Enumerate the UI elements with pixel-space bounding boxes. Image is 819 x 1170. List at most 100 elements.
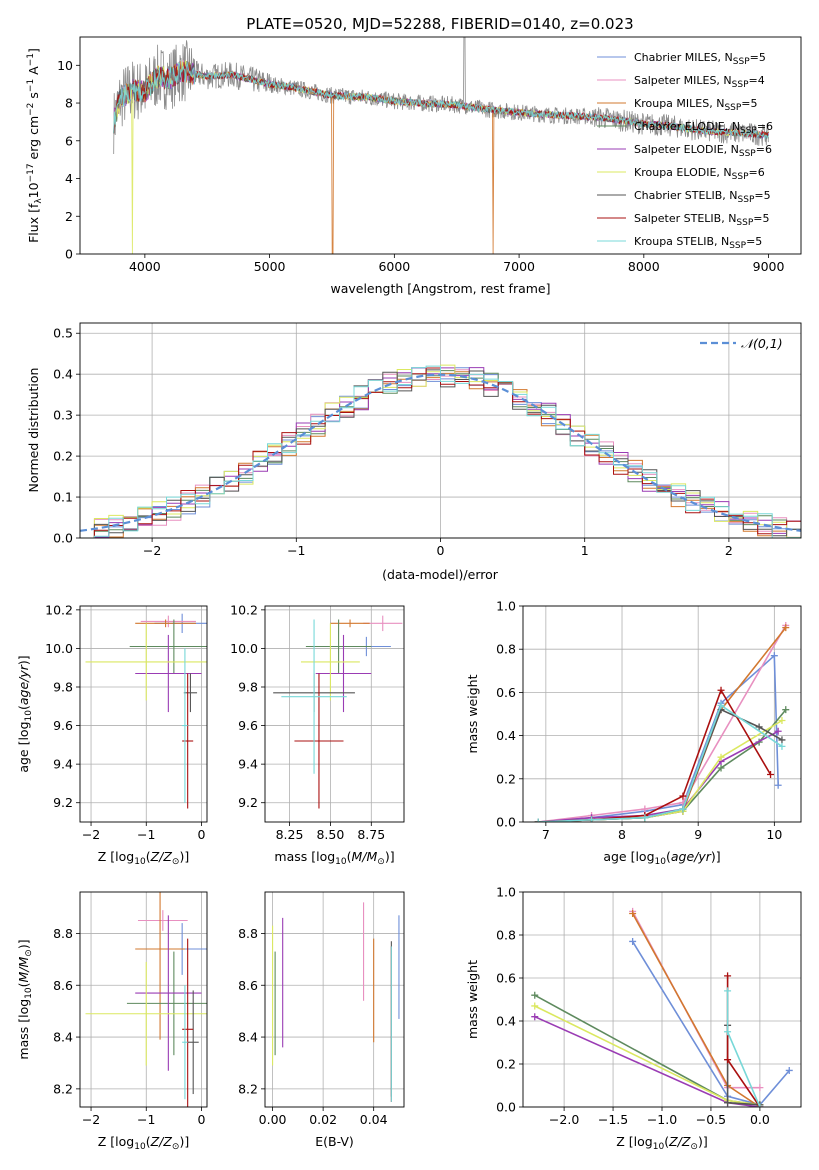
legend-label: Kroupa MILES, NSSP=5 <box>634 97 758 113</box>
plus-marker <box>767 770 775 778</box>
label-part: Z/Z <box>150 849 173 864</box>
error-bar-point <box>330 619 370 628</box>
axes-frame <box>522 891 802 1108</box>
label-part: A <box>26 66 41 79</box>
mass-weight-line <box>726 1025 760 1106</box>
x-tick-label: 4000 <box>129 259 161 274</box>
error-bar-point <box>305 619 372 674</box>
y-tick-label: 8.4 <box>238 1030 258 1045</box>
y-tick-label: 6 <box>65 133 73 148</box>
error-bar-point <box>187 990 199 1095</box>
mass-weight-line <box>538 688 772 822</box>
y-tick-label: 0.6 <box>496 685 516 700</box>
x-tick-label: 9 <box>694 827 702 842</box>
plus-marker <box>717 686 725 694</box>
x-tick-label: −1.0 <box>647 1112 677 1127</box>
label-part: SSP <box>739 149 756 159</box>
label-part: )] <box>385 849 395 864</box>
x-tick-label: 0.02 <box>309 1112 337 1127</box>
axes-frame <box>79 36 802 255</box>
x-tick-label: 1 <box>581 543 589 558</box>
y-tick-label: 0.3 <box>53 408 73 423</box>
grid <box>523 891 801 1108</box>
plus-marker <box>724 1099 732 1107</box>
label-part: )] <box>16 655 31 665</box>
y-axis-label: mass weight <box>465 960 480 1039</box>
label-part: λ <box>34 198 44 204</box>
y-tick-label: 8.2 <box>238 1081 258 1096</box>
label-part: Chabrier MILES, N <box>634 51 733 64</box>
plus-marker <box>774 727 782 735</box>
legend-label: Salpeter ELODIE, NSSP=6 <box>634 143 772 159</box>
x-tick-label: 0.04 <box>360 1112 388 1127</box>
label-part: =4 <box>749 74 765 87</box>
legend-label: Salpeter STELIB, NSSP=5 <box>634 212 770 228</box>
plus-marker <box>724 972 732 980</box>
label-part: M/M <box>16 956 31 982</box>
label-part: −1 <box>26 53 36 66</box>
label-part: Salpeter ELODIE, N <box>634 143 739 156</box>
y-axis-label: mass [log10(M/M⊙)] <box>16 939 34 1059</box>
x-tick-label: 0.0 <box>750 1112 770 1127</box>
label-part: s <box>26 92 41 103</box>
error-bar-point <box>140 615 196 628</box>
label-part: =5 <box>754 189 770 202</box>
error-bar-point <box>135 915 202 1071</box>
y-tick-label: 0.0 <box>496 815 516 830</box>
plus-marker <box>782 624 790 632</box>
plus-marker <box>724 1056 732 1064</box>
x-axis-label: age [log10(age/yr)] <box>603 849 720 867</box>
plus-marker <box>778 716 786 724</box>
y-tick-label: 9.6 <box>53 718 73 733</box>
label-part: ( <box>16 705 31 710</box>
y-tick-label: 0.5 <box>53 326 73 341</box>
plus-marker <box>588 816 596 822</box>
y-tick-label: 0 <box>65 247 73 262</box>
normal-reference-curve <box>80 373 801 532</box>
y-tick-label: 0.6 <box>496 971 516 986</box>
label-part: 10 <box>655 857 667 867</box>
x-tick-label: 6000 <box>378 259 410 274</box>
plus-marker <box>641 814 649 822</box>
x-tick-label: −2 <box>82 1112 100 1127</box>
error-bar-point <box>137 910 188 931</box>
plus-marker <box>717 753 725 761</box>
figure-title: PLATE=0520, MJD=52288, FIBERID=0140, z=0… <box>246 15 633 33</box>
error-bar-point <box>182 985 188 1100</box>
x-tick-label: 7000 <box>503 259 535 274</box>
label-part: 10 <box>335 857 347 867</box>
error-bar-point <box>281 619 347 774</box>
plus-marker <box>782 706 790 714</box>
legend-label: Salpeter MILES, NSSP=4 <box>634 74 765 90</box>
label-part: SSP <box>736 218 753 228</box>
label-part: ( <box>664 1134 669 1149</box>
plus-marker <box>778 736 786 744</box>
x-axis-label: Z [log10(Z/Z⊙)] <box>616 1134 707 1152</box>
label-part: ] <box>26 48 41 53</box>
error-bar-point <box>129 619 207 674</box>
plus-marker <box>679 792 687 800</box>
plus-marker <box>756 1084 764 1092</box>
x-tick-label: 8 <box>618 827 626 842</box>
label-part: SSP <box>738 195 755 205</box>
y-tick-label: 0.8 <box>496 642 516 657</box>
y-tick-label: 8 <box>65 96 73 111</box>
label-part: =5 <box>750 51 766 64</box>
x-axis-label: Z [log10(Z/Z⊙)] <box>98 849 189 867</box>
label-part: =6 <box>756 143 772 156</box>
error-bar-point <box>85 623 207 701</box>
panel-6: −2 −1 08.28.48.68.8Z [log10(Z/Z⊙)]mass [lo… <box>16 891 208 1152</box>
label-part: )] <box>16 939 31 949</box>
label-part: mass [log <box>274 849 335 864</box>
error-bar-point <box>182 673 194 809</box>
x-tick-label: 0.00 <box>259 1112 287 1127</box>
label-part: )] <box>711 849 721 864</box>
y-tick-label: 8.4 <box>53 1030 73 1045</box>
y-tick-label: 10.2 <box>45 602 73 617</box>
panel-3: −2 −1 09.29.49.69.810.010.2Z [log10(Z/Z⊙)]… <box>16 602 208 867</box>
plus-marker <box>717 764 725 772</box>
plus-marker <box>778 742 786 750</box>
y-tick-label: 0.2 <box>496 1057 516 1072</box>
